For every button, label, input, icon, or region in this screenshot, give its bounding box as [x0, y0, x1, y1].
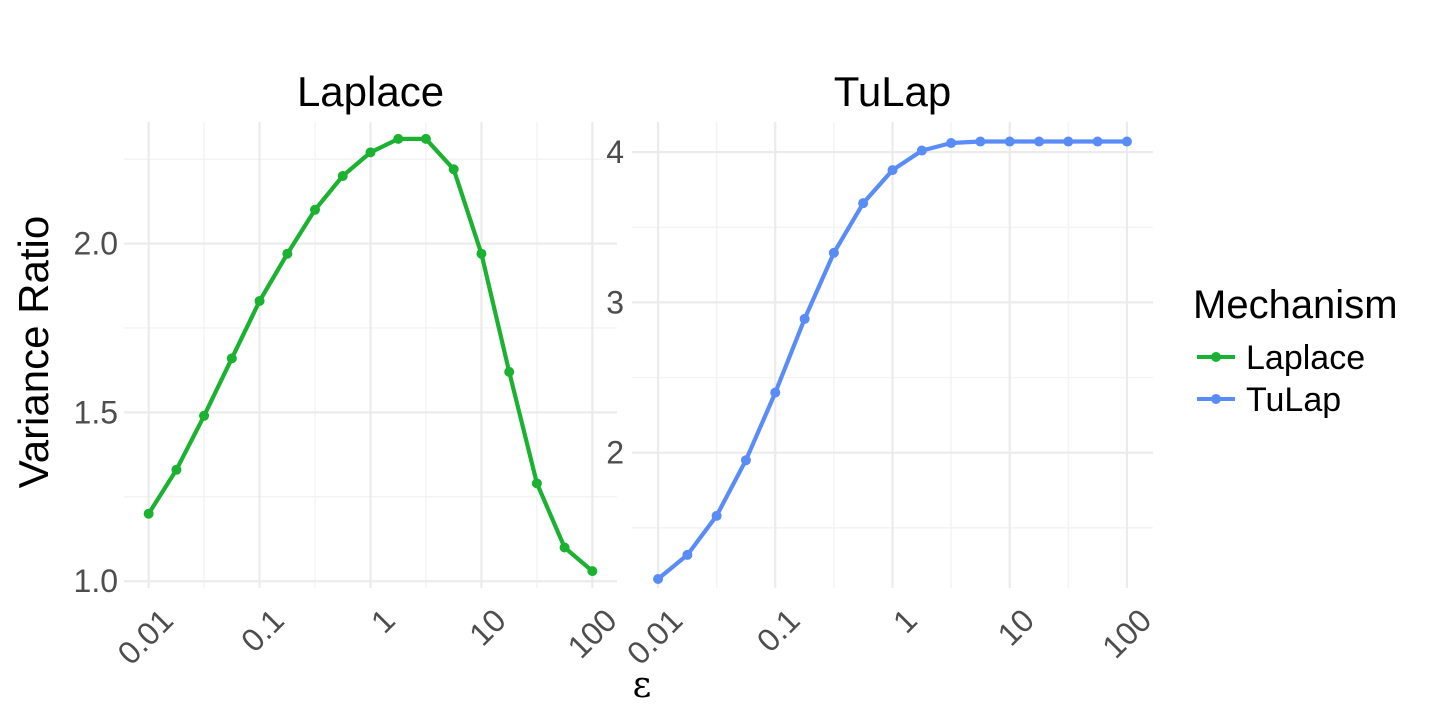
legend-key-point-tulap [1211, 394, 1221, 404]
series-laplace [143, 133, 598, 577]
data-point [946, 138, 957, 149]
x-tick-label: 0.1 [234, 602, 291, 659]
x-axis-title: ε [633, 665, 652, 706]
legend-item-laplace: Laplace [1197, 339, 1365, 377]
x-tick-label: 10 [462, 602, 513, 653]
data-point [828, 247, 839, 258]
legend-key-point-laplace [1211, 352, 1221, 362]
data-point [887, 165, 898, 176]
y-tick-label: 1.0 [74, 563, 118, 599]
legend-item-tulap: TuLap [1197, 381, 1341, 419]
data-point [1034, 136, 1045, 147]
data-point [476, 248, 487, 259]
data-point [587, 566, 598, 577]
data-point [916, 145, 927, 156]
x-tick-label: 100 [560, 602, 623, 665]
panel-tulap: TuLap 2 3 4 0.01 0.1 1 10 100 [606, 68, 1158, 671]
data-point [1004, 136, 1015, 147]
data-point [282, 248, 293, 259]
data-point [531, 478, 542, 489]
data-point [799, 313, 810, 324]
x-tick-label: 0.01 [111, 602, 180, 671]
grid-tulap [632, 122, 1153, 588]
x-tick-label: 10 [990, 602, 1041, 653]
y-tick-label: 4 [606, 134, 624, 170]
data-point [504, 366, 515, 377]
data-point [559, 542, 570, 553]
data-point [858, 198, 869, 209]
data-point [1121, 136, 1132, 147]
y-tick-label: 2 [606, 435, 624, 471]
data-point [171, 464, 182, 475]
data-point [448, 164, 459, 175]
y-tick-label: 2.0 [74, 226, 118, 262]
data-point [365, 147, 376, 158]
y-axis-title: Variance Ratio [10, 216, 57, 488]
legend-label-laplace: Laplace [1246, 339, 1365, 377]
data-point [740, 455, 751, 466]
data-point [770, 387, 781, 398]
panel-title-tulap: TuLap [834, 68, 952, 115]
y-tick-label: 3 [606, 284, 624, 320]
x-tick-label: 1 [364, 602, 402, 640]
x-tick-label: 0.1 [750, 602, 807, 659]
grid-laplace [124, 122, 617, 588]
x-tick-label: 1 [886, 602, 924, 640]
data-point [337, 171, 348, 182]
data-point [310, 204, 321, 215]
data-point [1063, 136, 1074, 147]
data-point [653, 573, 664, 584]
x-tick-label: 100 [1095, 602, 1158, 665]
data-point [711, 510, 722, 521]
data-point [682, 549, 693, 560]
x-tick-label: 0.01 [620, 602, 689, 671]
data-point [393, 133, 404, 144]
legend-title: Mechanism [1193, 283, 1398, 327]
series-tulap [653, 136, 1132, 584]
panel-laplace: Laplace 1.0 1.5 2.0 0.01 0.1 1 10 100 [74, 68, 624, 671]
y-tick-label: 1.5 [74, 394, 118, 430]
data-point [420, 133, 431, 144]
data-point [1092, 136, 1103, 147]
legend: Mechanism Laplace TuLap [1193, 283, 1398, 419]
data-point [199, 410, 210, 421]
data-point [226, 353, 237, 364]
data-point [975, 136, 986, 147]
panel-title-laplace: Laplace [297, 68, 444, 115]
data-point [254, 295, 265, 306]
legend-label-tulap: TuLap [1246, 381, 1341, 419]
data-point [143, 508, 154, 519]
